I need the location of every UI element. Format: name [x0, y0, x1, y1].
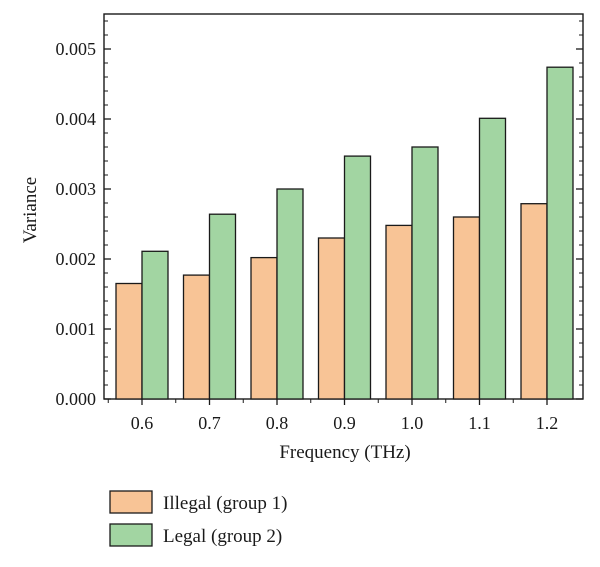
bar-legal-0.8: [276, 188, 304, 400]
bar-legal-0.7: [208, 213, 237, 400]
x-tick-label: 0.8: [266, 413, 289, 433]
bar-legal-0.6: [141, 250, 169, 400]
y-tick-label: 0.003: [56, 179, 97, 199]
legend-label-illegal: Illegal (group 1): [163, 493, 288, 514]
x-tick-label: 0.6: [131, 413, 154, 433]
x-axis-ticks: 0.6 0.7 0.8 0.9 1.0 1.1 1.2: [107, 399, 559, 433]
x-tick-label: 1.1: [468, 413, 491, 433]
bar-illegal-1.0: [385, 224, 413, 400]
bar-illegal-0.7: [182, 274, 211, 400]
bar-illegal-1.2: [520, 203, 548, 400]
x-tick-label: 1.2: [536, 413, 559, 433]
y-tick-label: 0.001: [56, 319, 97, 339]
bar-illegal-0.6: [115, 282, 143, 400]
legend-swatch-legal: [109, 523, 153, 547]
y-tick-label: 0.005: [56, 39, 97, 59]
x-tick-label: 0.9: [333, 413, 356, 433]
bar-legal-0.9: [343, 155, 372, 400]
bar-legal-1.1: [478, 117, 507, 400]
x-tick-label: 0.7: [198, 413, 221, 433]
x-tick-label: 1.0: [401, 413, 424, 433]
y-axis-title: Variance: [20, 177, 41, 243]
legend-swatch-illegal: [109, 490, 153, 514]
y-tick-label: 0.000: [56, 389, 97, 409]
bar-illegal-0.9: [317, 237, 346, 400]
legend-label-legal: Legal (group 2): [163, 526, 282, 547]
bar-legal-1.0: [411, 146, 439, 400]
legend: Illegal (group 1) Legal (group 2): [109, 490, 288, 547]
bar-illegal-1.1: [452, 216, 481, 400]
bar-legal-1.2: [546, 66, 574, 400]
y-tick-label: 0.002: [56, 249, 97, 269]
y-axis-ticks: 0.000 0.001 0.002 0.003 0.004 0.005: [56, 20, 583, 409]
bars-group: [115, 66, 574, 400]
x-axis-title: Frequency (THz): [279, 442, 410, 463]
y-tick-label: 0.004: [56, 109, 97, 129]
bar-illegal-0.8: [250, 256, 278, 400]
